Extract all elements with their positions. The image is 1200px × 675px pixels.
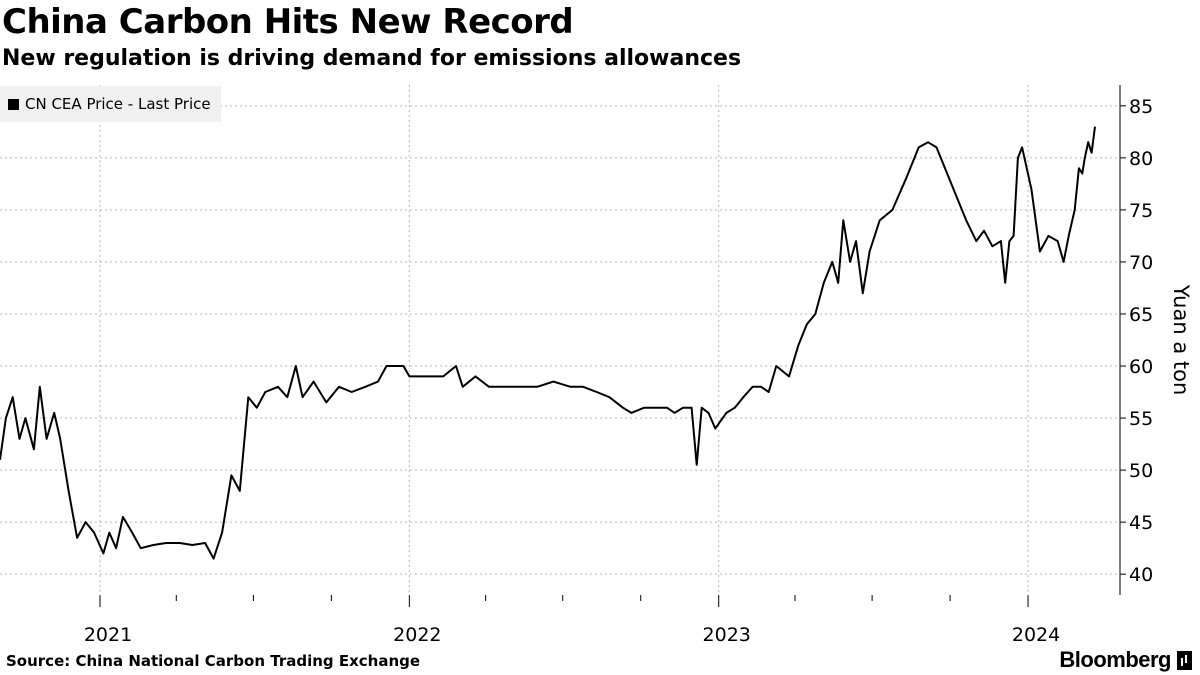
x-tick-label: 2022 <box>393 624 441 646</box>
series-line <box>0 126 1096 560</box>
y-axis-title: Yuan a ton <box>1169 284 1193 396</box>
brand-name: Bloomberg <box>1059 647 1171 672</box>
legend: CN CEA Price - Last Price <box>0 86 221 122</box>
brand-logo: Bloomberg <box>1059 647 1192 673</box>
chart-subtitle: New regulation is driving demand for emi… <box>2 46 742 71</box>
y-tick-label: 40 <box>1129 564 1153 586</box>
axes: 40 45 50 55 60 65 70 75 80 85 2021 2022 2023 2024 <box>84 85 1153 646</box>
x-tick-label: 2023 <box>703 624 751 646</box>
y-tick-label: 65 <box>1129 304 1153 326</box>
chart-title: China Carbon Hits New Record <box>2 2 574 42</box>
legend-label: CN CEA Price - Last Price <box>25 95 211 113</box>
series-layer <box>0 126 1096 560</box>
y-tick-label: 70 <box>1129 252 1153 274</box>
y-tick-label: 55 <box>1129 408 1153 430</box>
y-tick-label: 45 <box>1129 512 1153 534</box>
bloomberg-terminal-icon <box>1177 650 1192 670</box>
x-tick-label: 2021 <box>84 624 132 646</box>
source-note: Source: China National Carbon Trading Ex… <box>6 652 421 670</box>
gridlines <box>0 85 1120 595</box>
y-tick-label: 80 <box>1129 148 1153 170</box>
legend-swatch <box>8 98 19 110</box>
x-tick-label: 2024 <box>1012 624 1060 646</box>
y-tick-label: 85 <box>1129 96 1153 118</box>
y-tick-label: 60 <box>1129 356 1153 378</box>
y-tick-label: 50 <box>1129 460 1153 482</box>
y-tick-label: 75 <box>1129 200 1153 222</box>
